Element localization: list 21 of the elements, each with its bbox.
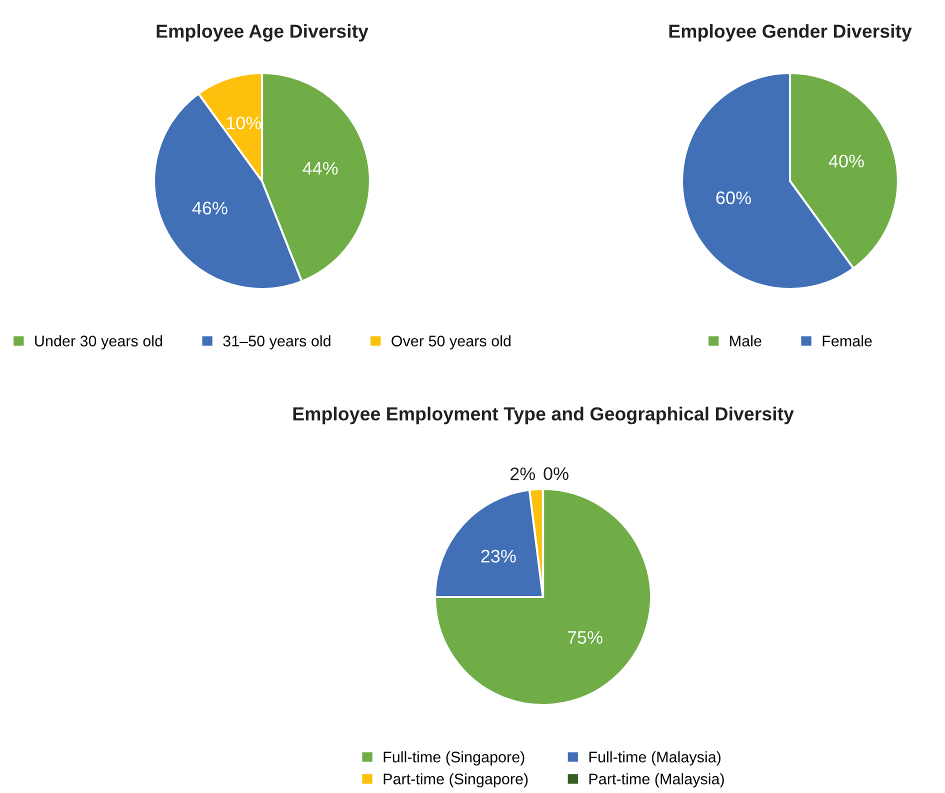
legend-label: Part-time (Singapore) <box>384 773 528 788</box>
legend-label: Female <box>822 335 872 346</box>
data-label: 44% <box>302 162 338 175</box>
data-label: 60% <box>716 191 751 204</box>
chart-title: Employee Gender Diversity <box>669 24 912 42</box>
chart-title: Employee Employment Type and Geographical Diversity <box>293 406 794 424</box>
legend-label: Over 50 years old <box>392 335 510 350</box>
legend-label: Male <box>730 335 762 346</box>
data-label: 46% <box>192 202 228 214</box>
data-label: 40% <box>828 154 864 168</box>
legend-label: Full-time (Malaysia) <box>589 751 720 766</box>
data-label: 23% <box>481 550 516 563</box>
text: 0% <box>544 467 568 480</box>
legend-label: Full-time (Singapore) <box>384 751 524 766</box>
data-label: 75% <box>568 631 602 644</box>
data-label: 10% <box>226 116 262 130</box>
chart-title: Employee Age Diversity <box>156 24 368 42</box>
legend-label: Under 30 years old <box>35 335 162 350</box>
data-label: 2% <box>510 467 536 480</box>
legend-label: 31–50 years old <box>223 335 330 350</box>
legend-label: Part-time (Malaysia) <box>589 773 724 788</box>
